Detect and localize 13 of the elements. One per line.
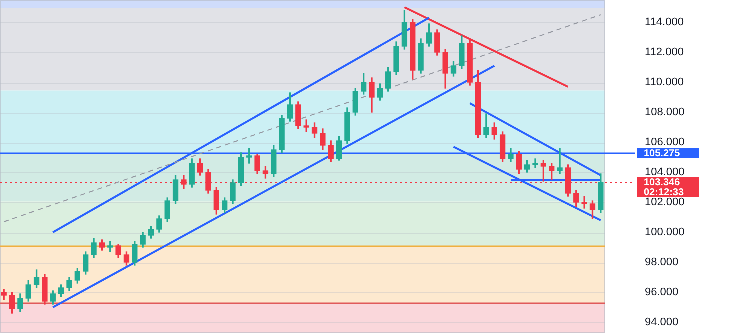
ref-line-label: 105.275 [644,148,681,160]
y-tick-label: 94.000 [645,316,679,329]
y-tick-label: 114.000 [645,16,684,29]
y-tick-label: 104.000 [645,166,685,179]
y-tick-label: 100.000 [645,226,685,239]
ref-line-label: 103.346 02:12:33 [644,178,684,199]
y-tick-label: 106.000 [645,136,685,149]
y-tick-label: 112.000 [645,46,684,59]
y-tick-label: 110.000 [645,76,684,89]
y-tick-label: 96.000 [645,286,679,299]
y-tick-label: 108.000 [645,106,685,119]
y-tick-label: 102.000 [645,196,685,209]
y-tick-label: 98.000 [645,256,679,269]
